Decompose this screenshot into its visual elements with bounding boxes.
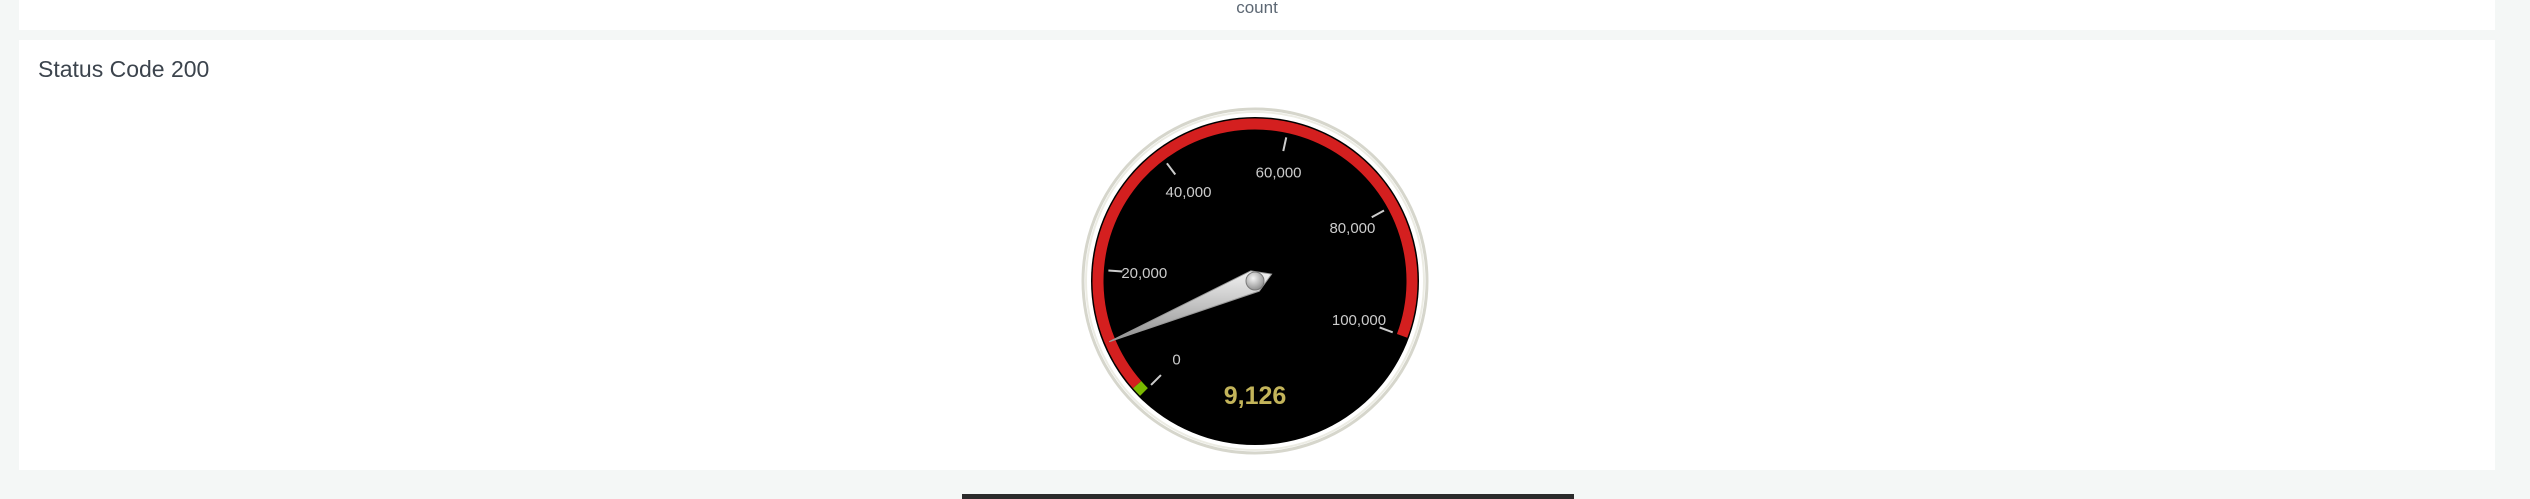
gauge-bezel-inner-ring xyxy=(1085,111,1425,451)
gauge-needle-cap xyxy=(1245,271,1265,291)
gauge-major-tick xyxy=(1166,162,1177,176)
gauge-band-1 xyxy=(1092,118,1418,389)
panel-title: Status Code 200 xyxy=(38,56,210,82)
gauge-tick-label: 80,000 xyxy=(1329,220,1375,237)
gauge-tick-label: 0 xyxy=(1172,351,1180,368)
gauge-major-tick xyxy=(1379,326,1394,334)
previous-chart-axis-label: count xyxy=(1236,0,1278,17)
gauge-needle xyxy=(1108,270,1273,343)
gauge-band-0 xyxy=(1132,381,1148,396)
next-panel-edge xyxy=(962,494,1574,499)
status-code-200-panel: Status Code 200 0 20,000 40,000 60,000 80,00… xyxy=(19,40,2495,470)
previous-chart-panel: count xyxy=(19,0,2495,30)
gauge-major-tick xyxy=(1150,374,1162,386)
gauge-tick-label: 40,000 xyxy=(1166,184,1212,201)
gauge-tick-label: 100,000 xyxy=(1332,312,1386,329)
gauge-value-label: 9,126 xyxy=(1224,382,1287,410)
gauge-major-tick xyxy=(1282,137,1288,152)
gauge-major-tick xyxy=(1371,209,1385,219)
gauge-chart: 0 20,000 40,000 60,000 80,000 100,000 9,126 xyxy=(1081,107,1429,455)
gauge-tick-label: 20,000 xyxy=(1121,265,1167,282)
gauge-major-tick xyxy=(1108,269,1123,273)
gauge-tick-label: 60,000 xyxy=(1256,165,1302,182)
